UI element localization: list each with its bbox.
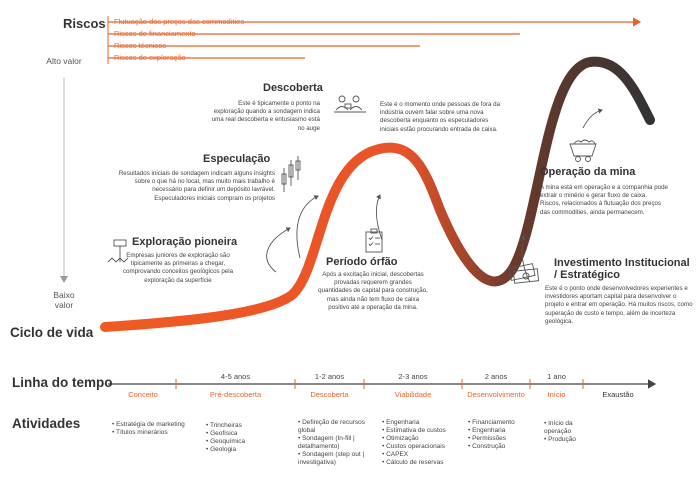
activity-item: Engenharia [382,419,464,427]
phase-start-duration: 1 ano [547,372,566,381]
activity-item: Engenharia [468,427,532,435]
activity-item: Geofísica [206,430,286,438]
activity-item: Custos operacionais [382,443,464,451]
axis-low-label: Baixo valor [53,290,75,310]
activity-item: Cálculo de reservas [382,459,464,467]
axis-high-label: Alto valor [46,56,82,66]
meeting-icon [334,95,366,113]
stage-title-institutional: Investimento Institucional / Estratégico [554,257,690,281]
candlestick-chart-icon [281,156,301,192]
activity-item: Construção [468,443,532,451]
activity-item: Sondagem (In-fill | detalhamento) [298,435,368,451]
risks-title: Riscos [63,16,106,31]
activities-concept: Estratégia de marketing Títulos minerári… [112,421,202,437]
stage-desc-orphan: Após a excitação inicial, descobertas pr… [318,271,428,311]
activity-item: Títulos minerários [112,429,202,437]
activities-start: Início da operação Produção [544,420,596,444]
stage-title-orphan: Período órfão [326,256,398,268]
phase-concept: Conceito [128,390,158,399]
phase-development: Desenvolvimento [467,390,525,399]
risk-label-financing: Riscos de financiamento [114,29,196,38]
stage-title-pioneer: Exploração pioneira [132,236,238,248]
stage-desc-pioneer: Empresas juniores de exploração são tipi… [122,252,234,284]
activities-prediscovery: Trincheiras Geofísica Geoquímica Geologi… [206,422,286,454]
activities-development: Financiamento Engenharia Permissões Cons… [468,419,532,451]
risk-label-exploration: Riscos de exploração [114,53,186,62]
phase-viability-duration: 2-3 anos [398,372,428,381]
activity-item: Estratégia de marketing [112,421,202,429]
activity-item: Otimização [382,435,464,443]
cash-icon [508,263,540,284]
risk-arrows [107,16,642,64]
activity-item: Geoquímica [206,438,286,446]
stage-desc-speculation: Resultados iniciais de sondagem indicam … [118,170,275,202]
activity-item: Produção [544,436,596,444]
drill-icon [107,239,129,263]
stage-title-operation: Operação da mina [540,166,636,178]
risk-label-commodities: Flutuação dos preços das commodities [114,17,245,26]
activities-viability: Engenharia Estimativa de custos Otimizaç… [382,419,464,467]
activity-item: CAPEX [382,451,464,459]
phase-discovery: Descoberta [310,390,349,399]
phase-development-duration: 2 anos [484,372,508,381]
activities-discovery: Definição de recursos global Sondagem (I… [298,419,368,467]
timeline-title: Linha do tempo [12,375,113,390]
stage-desc-news: Este é o momento onde pessoas de fora da… [380,101,501,133]
phase-predisc-duration: 4-5 anos [220,372,251,381]
activities-title: Atividades [12,416,81,431]
activity-item: Permissões [468,435,532,443]
stage-title-discovery: Descoberta [263,82,323,94]
activity-item: Estimativa de custos [382,427,464,435]
activity-item: Sondagem (step out | investigativa) [298,451,368,467]
lifecycle-curve [100,56,655,332]
clipboard-icon [365,228,383,253]
activity-item: Geologia [206,446,286,454]
timeline-ticks [175,379,584,389]
phase-viability: Viabilidade [394,390,432,399]
phase-exhaustion: Exaustão [602,390,634,399]
activity-item: Definição de recursos global [298,419,368,435]
phase-prediscovery: Pré-descoberta [209,390,262,399]
stage-title-speculation: Especulação [203,153,271,165]
activity-item: Início da operação [544,420,596,436]
activity-item: Trincheiras [206,422,286,430]
risk-label-technical: Riscos técnicos [114,41,167,50]
lifecycle-title: Ciclo de vida [10,325,94,340]
stage-desc-discovery: Este é tipicamente o ponto na exploração… [211,100,320,132]
activity-item: Financiamento [468,419,532,427]
phase-start: Início [547,390,566,399]
mine-cart-icon [569,139,597,162]
phase-discovery-duration: 1-2 anos [314,372,345,381]
stage-desc-operation: A mina está em operação e a companhia po… [540,184,668,216]
stage-desc-institutional: Este é o ponto onde desenvolvedores expe… [545,285,693,325]
